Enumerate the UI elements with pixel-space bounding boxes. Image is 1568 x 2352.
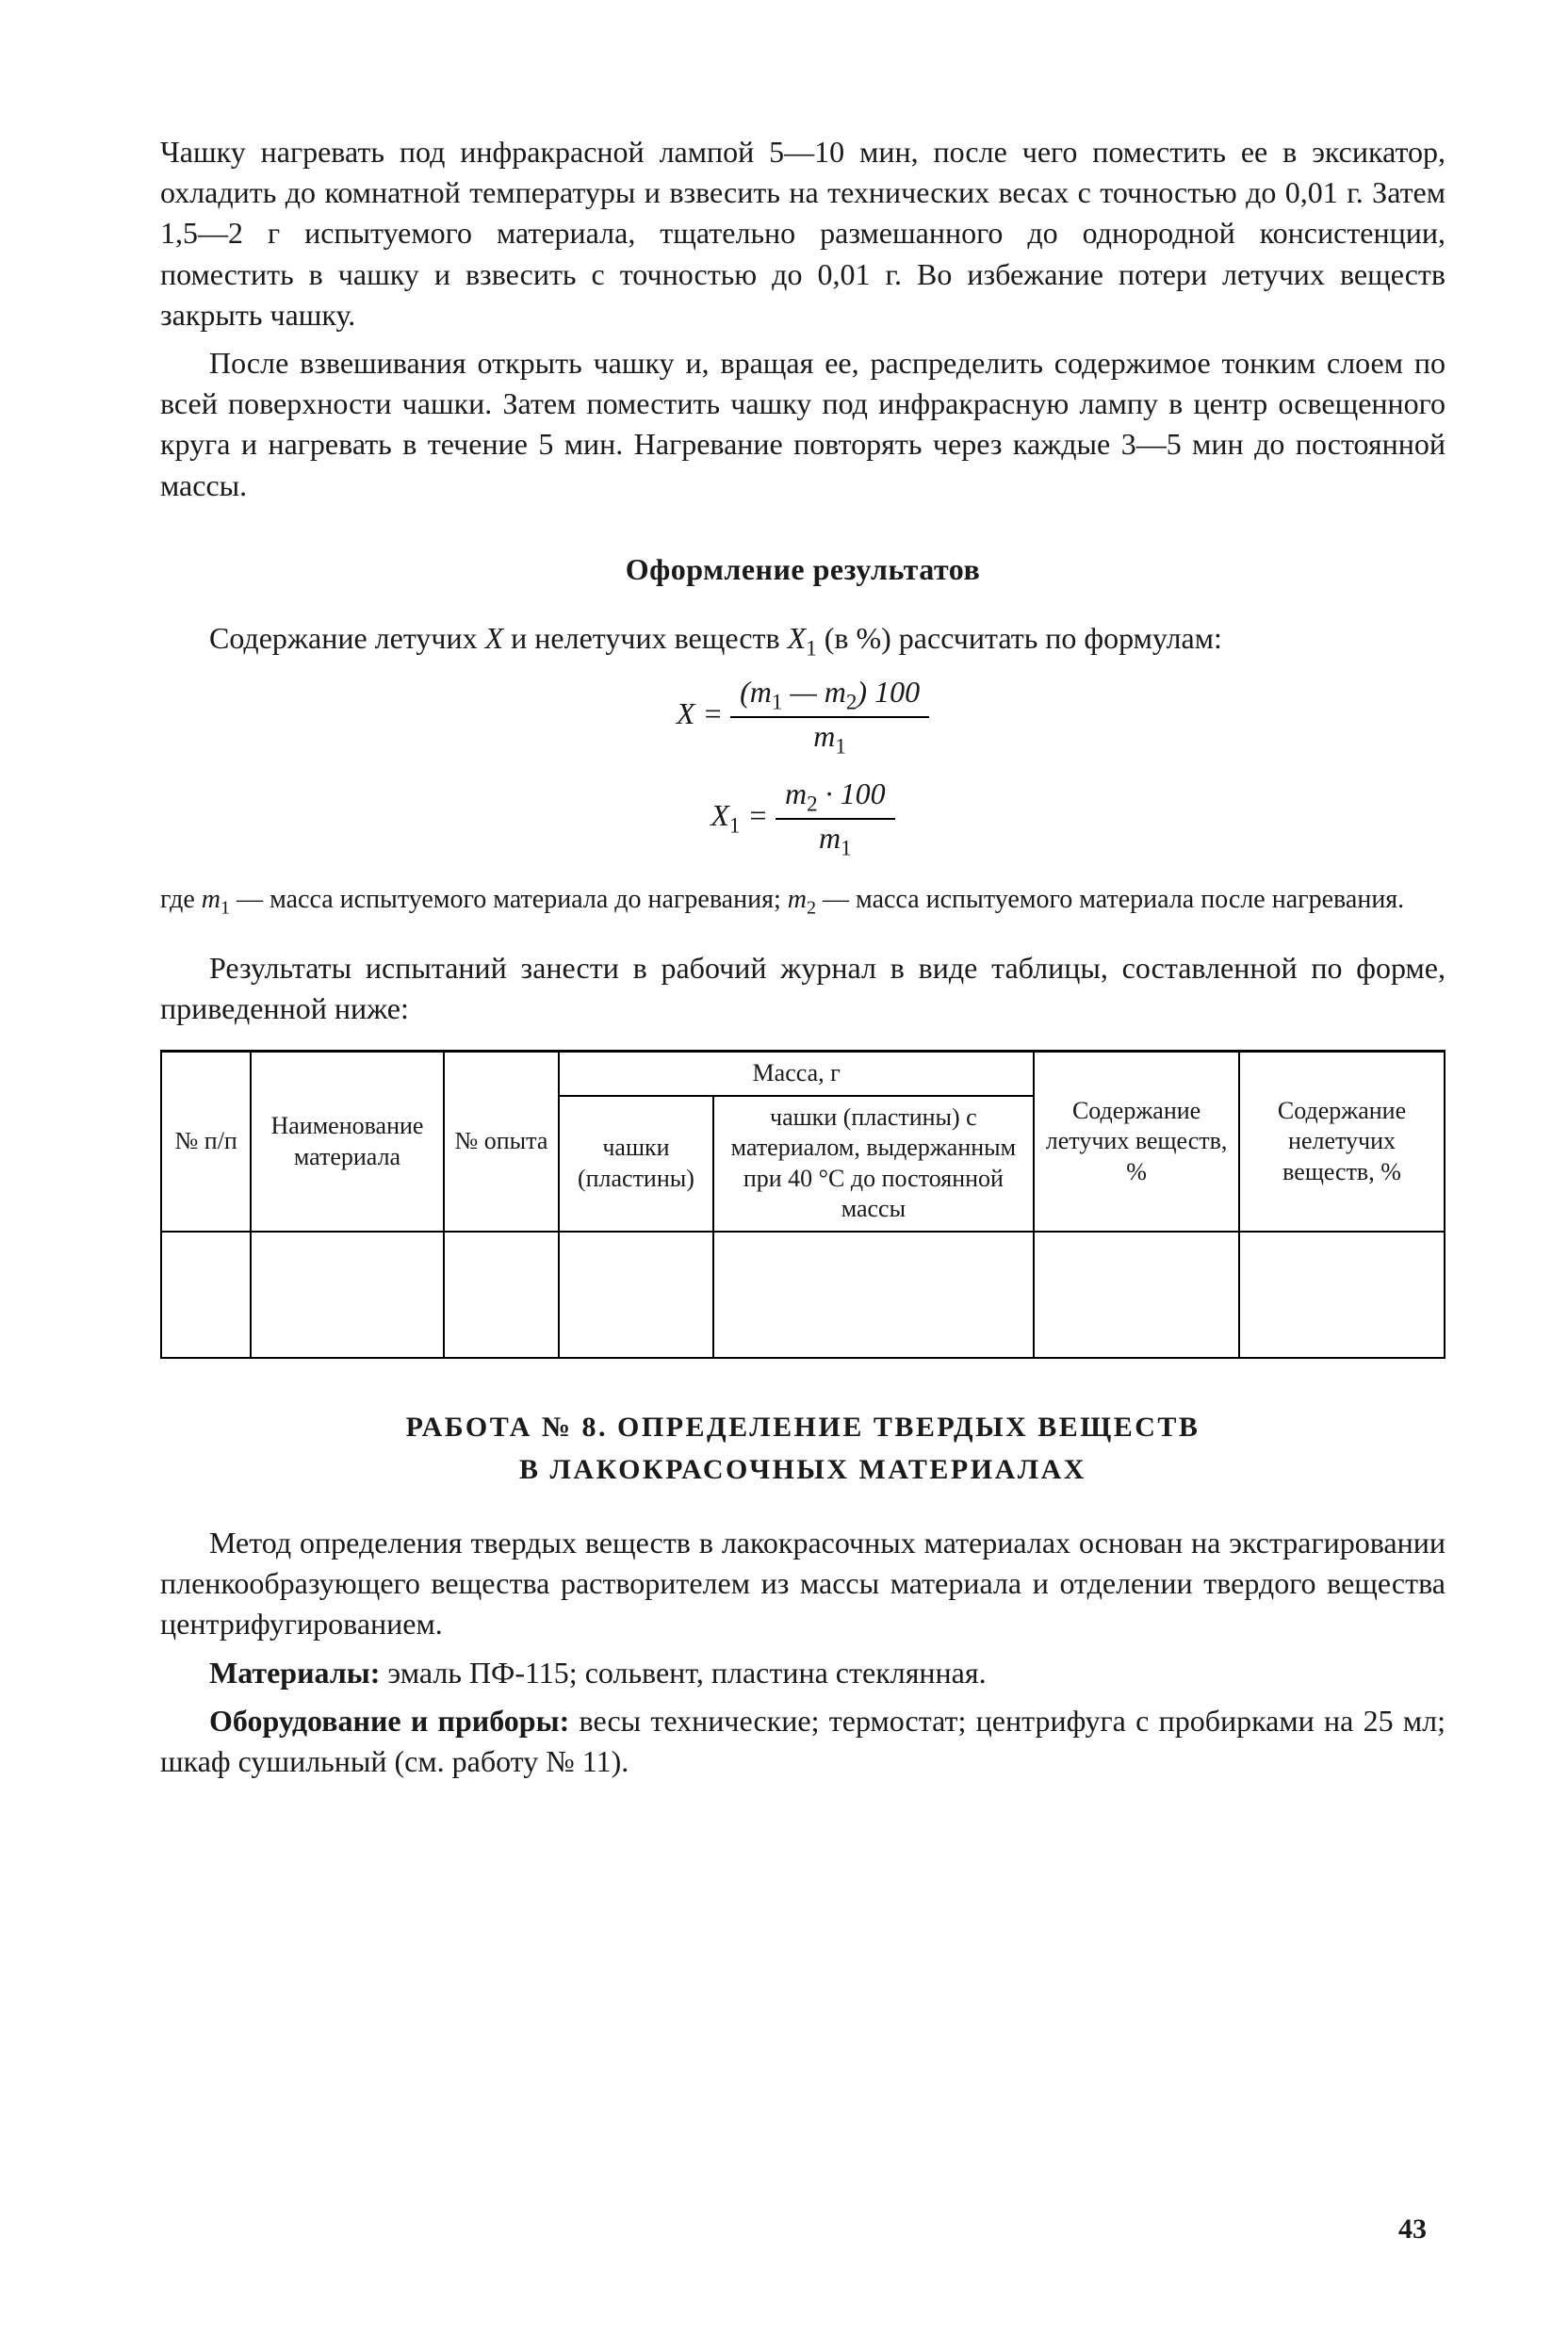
f2-den: m1: [776, 820, 895, 860]
p6-label: Материалы:: [209, 1656, 380, 1690]
var-x: X: [485, 621, 504, 655]
th-mass-cup: чашки (пластины): [559, 1096, 712, 1232]
page: Чашку нагревать под инфракрасной лампой …: [0, 0, 1568, 2352]
work-title-l1: РАБОТА № 8. ОПРЕДЕЛЕНИЕ ТВЕРДЫХ ВЕЩЕСТВ: [406, 1412, 1200, 1443]
paragraph-4: Результаты испытаний занести в рабочий ж…: [160, 948, 1446, 1029]
where-m2: m: [788, 885, 807, 914]
th-experiment: № опыта: [444, 1052, 560, 1232]
cell: [713, 1232, 1035, 1358]
paragraph-6: Материалы: эмаль ПФ-115; сольвент, пласт…: [160, 1653, 1446, 1693]
paragraph-2: После взвешивания открыть чашку и, враща…: [160, 343, 1446, 506]
where-t2: — масса испытуемого материала после нагр…: [816, 885, 1404, 914]
paragraph-7: Оборудование и приборы: весы технические…: [160, 1701, 1446, 1782]
cell: [1034, 1232, 1239, 1358]
cell: [1239, 1232, 1445, 1358]
cell: [444, 1232, 560, 1358]
where-m1: m: [202, 885, 220, 914]
paragraph-1: Чашку нагревать под инфракрасной лампой …: [160, 132, 1446, 335]
formula-2: X1 = m2 · 100 m1: [160, 777, 1446, 859]
th-num: № п/п: [161, 1052, 251, 1232]
var-x1-sub: 1: [806, 635, 817, 660]
p3-pre: Содержание летучих: [209, 621, 485, 655]
paragraph-5: Метод определения твердых веществ в лако…: [160, 1523, 1446, 1645]
where-pre: где: [160, 885, 202, 914]
f1-eq: =: [702, 696, 730, 730]
f2-lhs: X: [710, 798, 729, 832]
th-mass-cup-mat: чашки (пластины) с материалом, выдержанн…: [713, 1096, 1035, 1232]
formula-1: X = (m1 — m2) 100 m1: [160, 676, 1446, 758]
f1-num: (m1 — m2) 100: [730, 676, 929, 718]
p6-text: эмаль ПФ-115; сольвент, пластина стеклян…: [380, 1656, 986, 1690]
p7-label: Оборудование и приборы:: [209, 1704, 569, 1738]
page-number: 43: [1398, 2211, 1427, 2249]
section-heading-results: Оформление результатов: [160, 549, 1446, 590]
f2-lhs-sub: 1: [729, 812, 741, 837]
cell: [559, 1232, 712, 1358]
paragraph-3: Содержание летучих X и нелетучих веществ…: [160, 618, 1446, 663]
cell: [251, 1232, 443, 1358]
p3-post: (в %) рассчитать по формулам:: [817, 621, 1222, 655]
where-clause: где m1 — масса испытуемого материала до …: [160, 882, 1446, 922]
where-t1: — масса испытуемого материала до нагрева…: [230, 885, 788, 914]
f2-frac: m2 · 100 m1: [776, 777, 895, 859]
f2-num: m2 · 100: [776, 777, 895, 820]
work-title-l2: В ЛАКОКРАСОЧНЫХ МАТЕРИАЛАХ: [519, 1454, 1086, 1485]
th-material: Наименование материала: [251, 1052, 443, 1232]
f1-lhs: X: [677, 696, 695, 730]
results-table: № п/п Наименование материала № опыта Мас…: [160, 1050, 1446, 1359]
th-volatile: Содержание летучих веществ, %: [1034, 1052, 1239, 1232]
var-x1: X: [788, 621, 807, 655]
f1-den: m1: [730, 718, 929, 759]
work-title: РАБОТА № 8. ОПРЕДЕЛЕНИЕ ТВЕРДЫХ ВЕЩЕСТВ …: [160, 1406, 1446, 1491]
table-row: [161, 1232, 1445, 1358]
p3-mid1: и нелетучих веществ: [503, 621, 787, 655]
f2-eq: =: [747, 798, 776, 832]
cell: [161, 1232, 251, 1358]
th-mass: Масса, г: [559, 1052, 1034, 1096]
f1-frac: (m1 — m2) 100 m1: [730, 676, 929, 758]
th-nonvolatile: Содержание нелетучих веществ, %: [1239, 1052, 1445, 1232]
